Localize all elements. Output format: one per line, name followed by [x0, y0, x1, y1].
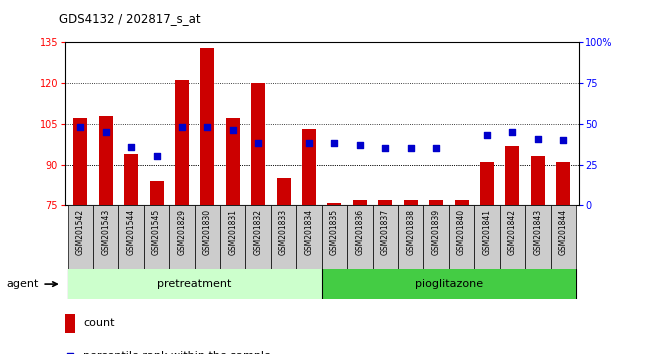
- Text: GSM201843: GSM201843: [534, 209, 542, 255]
- Point: [532, 136, 543, 141]
- FancyBboxPatch shape: [322, 269, 576, 299]
- Text: pretreatment: pretreatment: [157, 279, 232, 289]
- FancyBboxPatch shape: [449, 205, 474, 269]
- Bar: [531, 156, 545, 205]
- Point: [253, 141, 263, 146]
- Text: GSM201544: GSM201544: [127, 209, 136, 255]
- Point: [65, 353, 75, 354]
- Point: [558, 137, 569, 143]
- Bar: [328, 202, 341, 205]
- Bar: [302, 129, 316, 205]
- Bar: [200, 48, 214, 205]
- FancyBboxPatch shape: [144, 205, 169, 269]
- Bar: [65, 314, 75, 333]
- FancyBboxPatch shape: [551, 205, 576, 269]
- Text: GSM201543: GSM201543: [101, 209, 110, 255]
- FancyBboxPatch shape: [322, 205, 347, 269]
- Text: GSM201831: GSM201831: [228, 209, 237, 255]
- Text: GSM201844: GSM201844: [559, 209, 567, 255]
- Point: [227, 127, 238, 133]
- FancyBboxPatch shape: [118, 205, 144, 269]
- Bar: [429, 200, 443, 205]
- Text: GSM201829: GSM201829: [177, 209, 187, 255]
- Point: [482, 132, 492, 138]
- FancyBboxPatch shape: [194, 205, 220, 269]
- Point: [75, 124, 85, 130]
- Text: pioglitazone: pioglitazone: [415, 279, 483, 289]
- Bar: [480, 162, 494, 205]
- Text: count: count: [83, 318, 114, 329]
- Bar: [506, 145, 519, 205]
- Text: GSM201545: GSM201545: [152, 209, 161, 255]
- Bar: [251, 83, 265, 205]
- Text: GSM201839: GSM201839: [432, 209, 441, 255]
- Text: GSM201837: GSM201837: [381, 209, 390, 255]
- Bar: [124, 154, 138, 205]
- Point: [330, 141, 340, 146]
- Bar: [150, 181, 164, 205]
- Text: GSM201832: GSM201832: [254, 209, 263, 255]
- Text: GSM201842: GSM201842: [508, 209, 517, 255]
- FancyBboxPatch shape: [423, 205, 449, 269]
- Text: GSM201838: GSM201838: [406, 209, 415, 255]
- Bar: [353, 200, 367, 205]
- Bar: [404, 200, 418, 205]
- FancyBboxPatch shape: [347, 205, 372, 269]
- FancyBboxPatch shape: [525, 205, 551, 269]
- Point: [431, 145, 441, 151]
- Bar: [378, 200, 393, 205]
- Text: percentile rank within the sample: percentile rank within the sample: [83, 351, 271, 354]
- Text: agent: agent: [6, 279, 39, 289]
- Text: GSM201833: GSM201833: [279, 209, 288, 255]
- Point: [177, 124, 187, 130]
- FancyBboxPatch shape: [246, 205, 271, 269]
- Point: [202, 124, 213, 130]
- Text: GSM201542: GSM201542: [76, 209, 85, 255]
- FancyBboxPatch shape: [169, 205, 194, 269]
- FancyBboxPatch shape: [500, 205, 525, 269]
- Point: [304, 141, 314, 146]
- Text: GDS4132 / 202817_s_at: GDS4132 / 202817_s_at: [58, 12, 200, 25]
- Bar: [277, 178, 291, 205]
- Text: GSM201841: GSM201841: [482, 209, 491, 255]
- Text: GSM201830: GSM201830: [203, 209, 212, 255]
- Bar: [73, 119, 87, 205]
- Text: GSM201836: GSM201836: [356, 209, 365, 255]
- FancyBboxPatch shape: [220, 205, 246, 269]
- Bar: [454, 200, 469, 205]
- Point: [151, 154, 162, 159]
- Bar: [226, 119, 240, 205]
- Point: [406, 145, 416, 151]
- FancyBboxPatch shape: [68, 205, 93, 269]
- Bar: [99, 116, 112, 205]
- Point: [507, 129, 517, 135]
- FancyBboxPatch shape: [296, 205, 322, 269]
- Point: [126, 144, 136, 149]
- Point: [355, 142, 365, 148]
- FancyBboxPatch shape: [68, 269, 322, 299]
- FancyBboxPatch shape: [474, 205, 500, 269]
- Text: GSM201834: GSM201834: [305, 209, 313, 255]
- FancyBboxPatch shape: [271, 205, 296, 269]
- FancyBboxPatch shape: [372, 205, 398, 269]
- Point: [380, 145, 391, 151]
- FancyBboxPatch shape: [398, 205, 423, 269]
- Text: GSM201840: GSM201840: [457, 209, 466, 255]
- FancyBboxPatch shape: [93, 205, 118, 269]
- Point: [101, 129, 111, 135]
- Bar: [175, 80, 189, 205]
- Text: GSM201835: GSM201835: [330, 209, 339, 255]
- Bar: [556, 162, 570, 205]
